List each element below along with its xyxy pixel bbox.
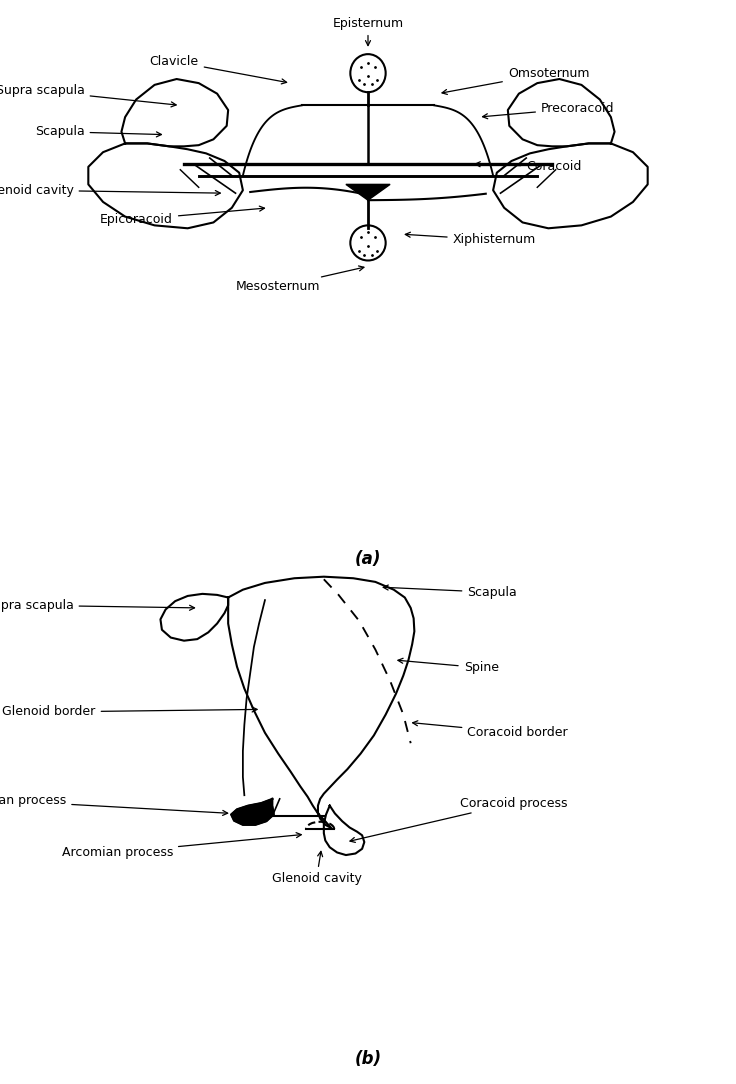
Text: Spine: Spine <box>398 658 499 674</box>
Text: Epicoracoid: Epicoracoid <box>100 206 264 225</box>
Text: Xiphisternum: Xiphisternum <box>406 232 536 246</box>
Text: Supra scapula: Supra scapula <box>0 85 176 107</box>
Text: Mesosternum: Mesosternum <box>236 266 364 294</box>
Text: Glenoid cavity: Glenoid cavity <box>272 851 361 885</box>
Polygon shape <box>346 184 390 201</box>
Polygon shape <box>231 799 274 825</box>
Text: Coracoid border: Coracoid border <box>413 721 568 739</box>
Text: Episternum: Episternum <box>333 17 403 46</box>
Text: Coracoid: Coracoid <box>475 160 581 173</box>
Text: Scapula: Scapula <box>383 585 517 598</box>
Text: Glenoid cavity: Glenoid cavity <box>0 184 220 196</box>
Text: Arcomian process: Arcomian process <box>62 833 301 859</box>
Text: Precoracoid: Precoracoid <box>483 102 615 119</box>
Text: Omsoternum: Omsoternum <box>442 67 590 94</box>
Text: Supra scapula: Supra scapula <box>0 598 194 611</box>
Text: (b): (b) <box>355 1050 381 1069</box>
Text: Glenoid border: Glenoid border <box>2 706 257 719</box>
Text: Coracoid process: Coracoid process <box>350 797 567 842</box>
Text: Scapula: Scapula <box>35 126 161 138</box>
Text: Meracromian process: Meracromian process <box>0 793 227 815</box>
Text: (a): (a) <box>355 550 381 568</box>
Text: Clavicle: Clavicle <box>149 55 286 83</box>
